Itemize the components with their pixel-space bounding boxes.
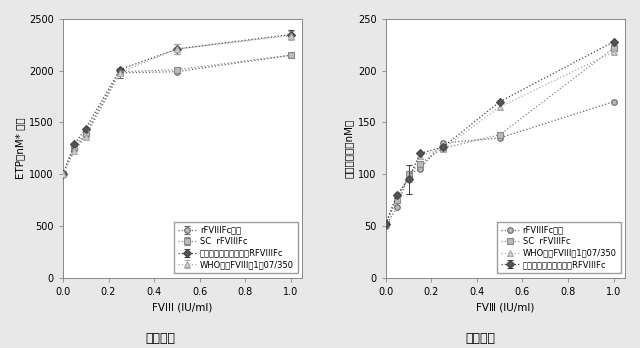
SC  rFVIIIFc [382, 222, 390, 226]
SC  rFVIIIFc [416, 162, 424, 166]
Legend: rFVIIIFc原体, SC  rFVIIIFc, WHO標準FVIII　1　07/350, 完全プロセシング済みRFVIIIFc: rFVIIIFc原体, SC rFVIIIFc, WHO標準FVIII 1 07… [497, 222, 621, 274]
rFVIIIFc原体 [382, 224, 390, 228]
WHO標準FVIII　1　07/350 [382, 222, 390, 226]
SC  rFVIIIFc [404, 172, 412, 176]
rFVIIIFc原体 [416, 167, 424, 171]
rFVIIIFc原体 [439, 141, 447, 145]
Line: WHO標準FVIII　1　07/350: WHO標準FVIII 1 07/350 [383, 49, 616, 227]
Y-axis label: トロンビン（nM）: トロンビン（nM） [344, 119, 354, 178]
Text: 図１３Ａ: 図１３Ａ [145, 332, 175, 345]
rFVIIIFc原体 [404, 172, 412, 176]
Line: SC  rFVIIIFc: SC rFVIIIFc [383, 45, 616, 227]
Y-axis label: ETP（nM* 分）: ETP（nM* 分） [15, 118, 25, 179]
Legend: rFVIIIFc原体, SC  rFVIIIFc, 完全プロセシング済みRFVIIIFc, WHO標準FVIII　1　07/350: rFVIIIFc原体, SC rFVIIIFc, 完全プロセシング済みRFVII… [174, 222, 298, 274]
WHO標準FVIII　1　07/350 [610, 50, 618, 54]
Text: 図１３Ｂ: 図１３Ｂ [465, 332, 495, 345]
SC  rFVIIIFc [496, 133, 504, 137]
X-axis label: FVⅢ (IU/ml): FVⅢ (IU/ml) [476, 302, 534, 312]
WHO標準FVIII　1　07/350 [496, 105, 504, 109]
rFVIIIFc原体 [496, 136, 504, 140]
WHO標準FVIII　1　07/350 [404, 177, 412, 181]
Line: rFVIIIFc原体: rFVIIIFc原体 [383, 99, 616, 229]
rFVIIIFc原体 [393, 205, 401, 209]
X-axis label: FVlll (IU/ml): FVlll (IU/ml) [152, 302, 212, 312]
rFVIIIFc原体 [610, 100, 618, 104]
WHO標準FVIII　1　07/350 [439, 147, 447, 151]
WHO標準FVIII　1　07/350 [393, 193, 401, 197]
SC  rFVIIIFc [393, 198, 401, 202]
WHO標準FVIII　1　07/350 [416, 153, 424, 158]
SC  rFVIIIFc [439, 146, 447, 150]
SC  rFVIIIFc [610, 46, 618, 50]
